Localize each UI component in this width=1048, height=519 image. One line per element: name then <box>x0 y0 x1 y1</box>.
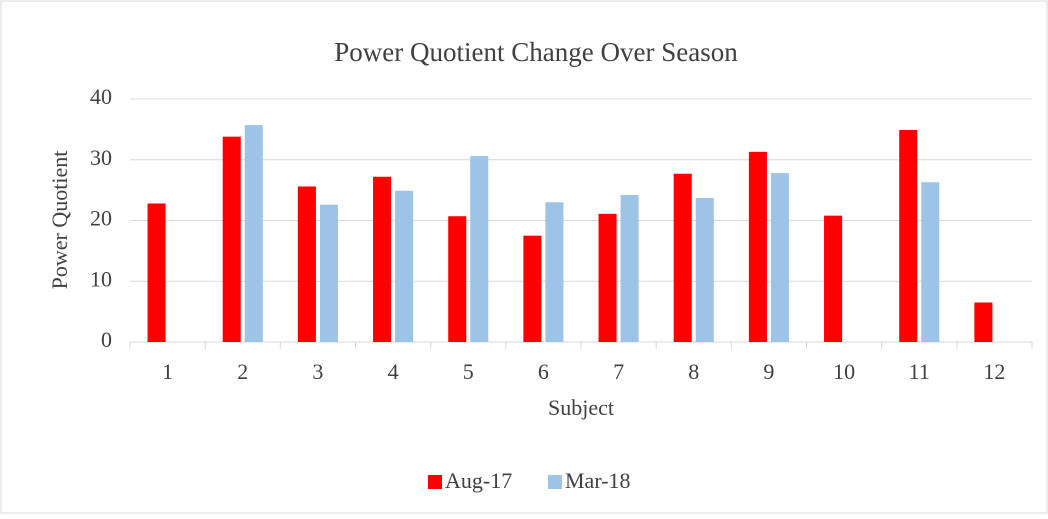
y-tick-label: 40 <box>90 84 112 109</box>
bar <box>523 235 542 342</box>
y-tick-label: 10 <box>90 266 112 291</box>
legend-label: Mar-18 <box>565 468 631 493</box>
bar <box>598 213 617 342</box>
x-tick-label: 3 <box>312 359 323 384</box>
bar <box>147 203 166 342</box>
bar <box>395 190 414 342</box>
x-tick-label: 8 <box>688 359 699 384</box>
x-tick-label: 11 <box>909 359 930 384</box>
bar <box>297 186 316 342</box>
bar <box>899 129 918 342</box>
bar <box>470 156 489 342</box>
legend-label: Aug-17 <box>445 468 512 493</box>
bar <box>824 215 843 342</box>
x-tick-label: 4 <box>388 359 399 384</box>
y-tick-label: 20 <box>90 206 112 231</box>
x-tick-label: 6 <box>538 359 549 384</box>
bar <box>319 204 338 342</box>
bar <box>770 173 789 342</box>
bar <box>244 125 263 342</box>
x-tick-label: 12 <box>983 359 1005 384</box>
x-tick-label: 9 <box>763 359 774 384</box>
x-tick-label: 1 <box>162 359 173 384</box>
legend-swatch <box>548 475 562 489</box>
bar <box>921 182 940 342</box>
legend-swatch <box>428 475 442 489</box>
bar <box>222 136 241 342</box>
bar <box>974 302 993 342</box>
x-tick-label: 5 <box>463 359 474 384</box>
chart-title: Power Quotient Change Over Season <box>334 37 738 67</box>
x-tick-label: 2 <box>237 359 248 384</box>
bar <box>373 176 392 342</box>
x-tick-label: 7 <box>613 359 624 384</box>
bar <box>748 151 767 342</box>
x-tick-label: 10 <box>833 359 855 384</box>
bar <box>448 216 467 342</box>
bar <box>545 202 564 342</box>
bar <box>673 173 692 342</box>
bar <box>620 194 639 342</box>
y-axis-title: Power Quotient <box>47 151 72 290</box>
x-axis-title: Subject <box>548 395 614 420</box>
y-tick-label: 0 <box>101 327 112 352</box>
bar <box>695 198 714 342</box>
y-tick-label: 30 <box>90 145 112 170</box>
